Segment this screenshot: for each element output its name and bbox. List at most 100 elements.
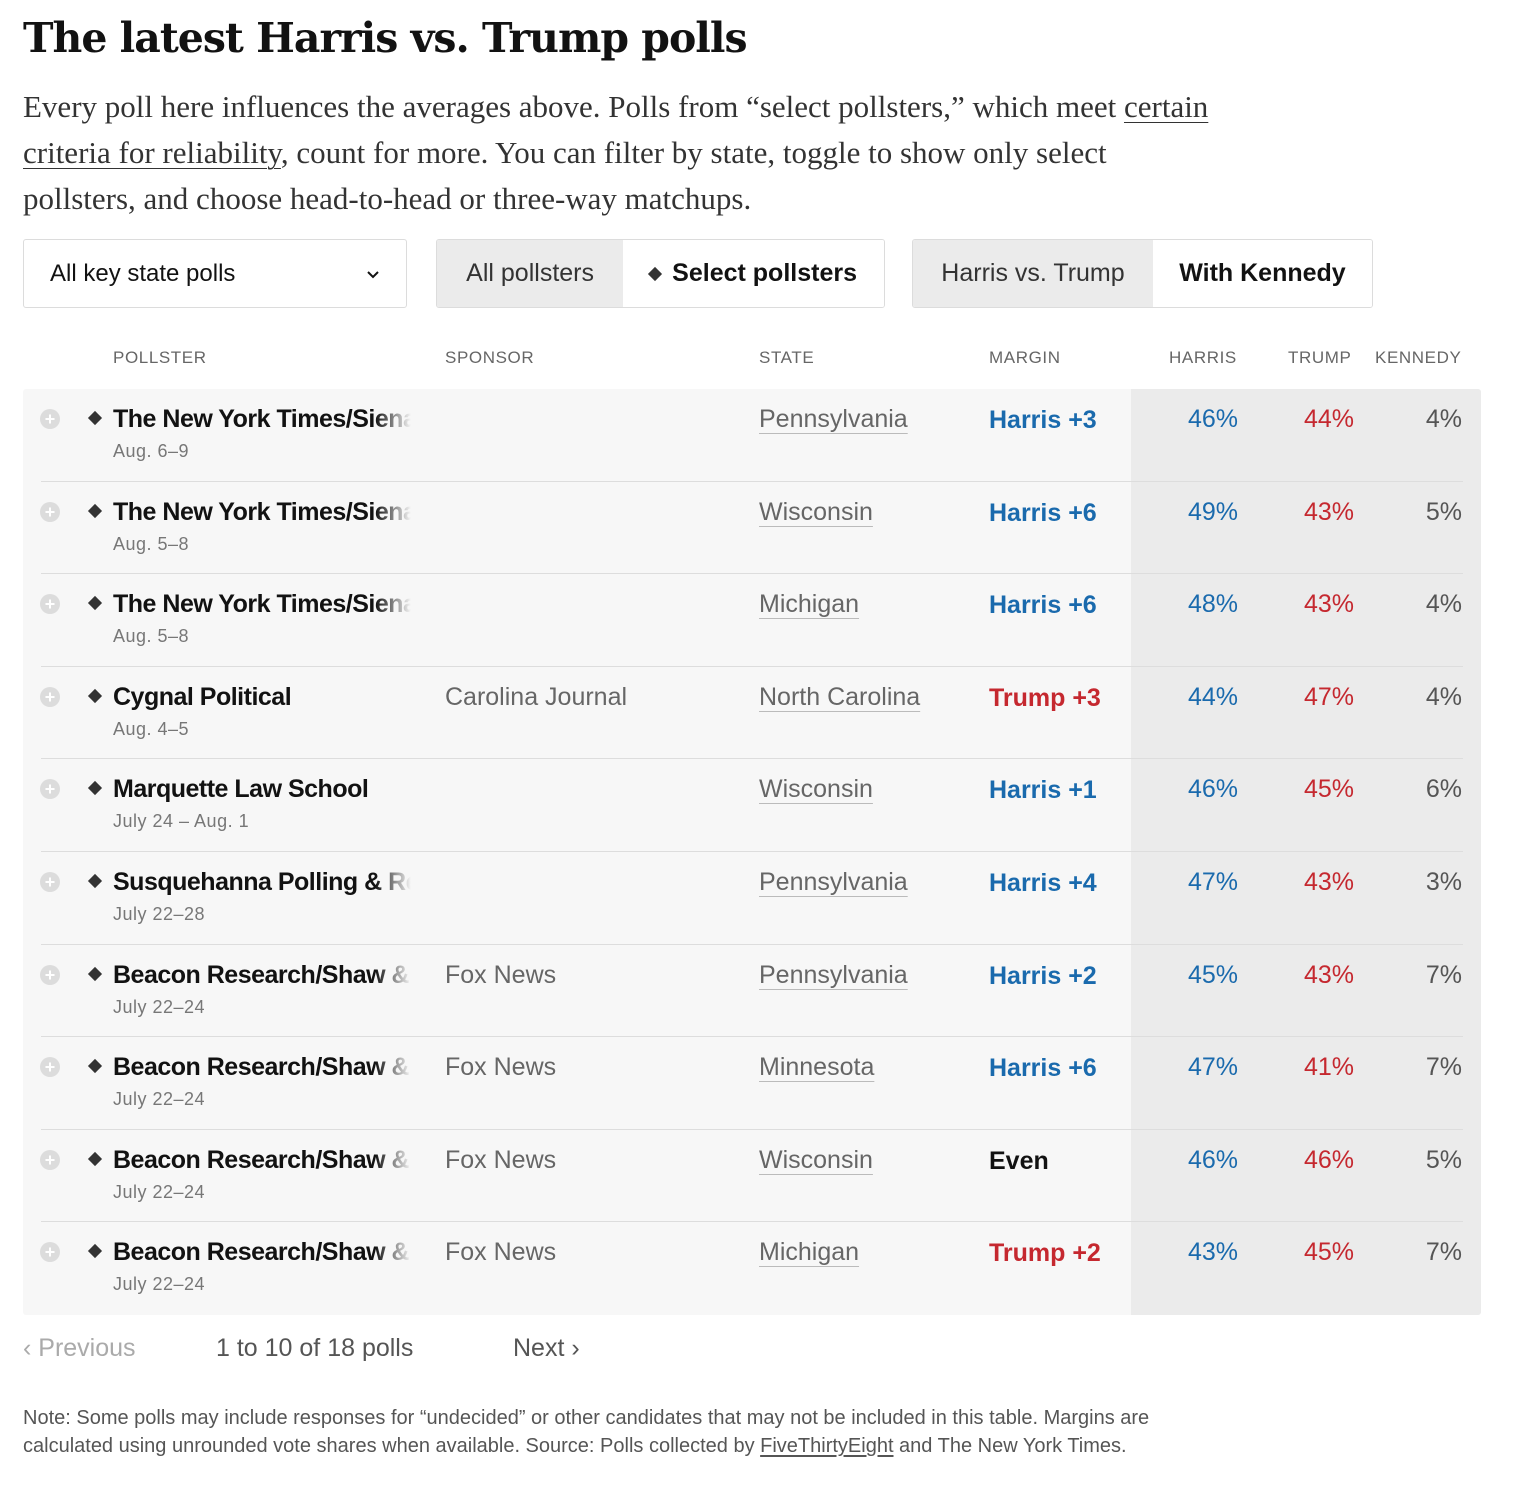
select-pollster-diamond-icon: [87, 503, 103, 518]
header-pollster: POLLSTER: [113, 348, 207, 367]
table-header: POLLSTER SPONSOR STATE MARGIN HARRIS TRU…: [0, 348, 1518, 372]
state-link[interactable]: Pennsylvania: [759, 867, 908, 896]
expand-plus-icon[interactable]: [40, 501, 60, 522]
kennedy-share: 7%: [1425, 1053, 1462, 1082]
pollster-name: The New York Times/Siena College: [113, 405, 411, 433]
table-row: Beacon Research/Shaw & Company July 22–2…: [0, 1222, 1518, 1315]
kennedy-share: 4%: [1425, 590, 1462, 619]
matchup-toggle: Harris vs. Trump With Kennedy: [912, 239, 1373, 308]
trump-share: 43%: [1303, 867, 1354, 896]
state-link[interactable]: Wisconsin: [759, 1145, 873, 1174]
expand-plus-icon[interactable]: [40, 871, 60, 892]
select-pollsters-button[interactable]: Select pollsters: [623, 240, 884, 307]
margin: Harris +4: [989, 868, 1097, 897]
table-row: The New York Times/Siena College Aug. 6–…: [0, 389, 1518, 482]
harris-share: 47%: [1187, 867, 1238, 896]
state-link[interactable]: Wisconsin: [759, 775, 873, 804]
select-pollster-diamond-icon: [87, 873, 103, 889]
state-link[interactable]: Michigan: [759, 1238, 860, 1267]
margin: Harris +6: [989, 498, 1097, 527]
header-margin: MARGIN: [989, 348, 1061, 367]
kennedy-share: 3%: [1425, 867, 1462, 896]
pollster-name: Beacon Research/Shaw & Company: [113, 1238, 411, 1267]
row-divider: [41, 850, 1463, 852]
all-pollsters-button[interactable]: All pollsters: [437, 240, 624, 307]
poll-dates: July 22–24: [113, 1274, 206, 1295]
harris-share: 48%: [1187, 590, 1238, 619]
state-link[interactable]: North Carolina: [759, 682, 921, 711]
state-link[interactable]: Michigan: [759, 590, 860, 619]
sponsor: Fox News: [445, 1238, 557, 1267]
margin: Harris +6: [989, 591, 1097, 620]
pollster-name: Beacon Research/Shaw & Company: [113, 960, 411, 989]
row-divider: [41, 758, 1463, 760]
header-sponsor: SPONSOR: [445, 348, 535, 367]
poll-dates: Aug. 5–8: [113, 533, 190, 554]
poll-table: The New York Times/Siena College Aug. 6–…: [0, 389, 1518, 1315]
state-link[interactable]: Pennsylvania: [759, 960, 908, 989]
trump-share: 45%: [1303, 775, 1354, 804]
expand-plus-icon[interactable]: [40, 779, 60, 800]
poll-dates: July 24 – Aug. 1: [113, 811, 250, 832]
with-kennedy-button[interactable]: With Kennedy: [1152, 240, 1372, 307]
page-title: The latest Harris vs. Trump polls: [23, 14, 748, 62]
expand-plus-icon[interactable]: [40, 1242, 60, 1263]
harris-vs-trump-button[interactable]: Harris vs. Trump: [913, 240, 1153, 307]
margin: Harris +3: [989, 406, 1097, 434]
filter-controls: All key state polls All pollsters Select…: [0, 239, 1518, 310]
header-trump: TRUMP: [1288, 348, 1352, 367]
poll-dates: Aug. 6–9: [113, 441, 190, 461]
trump-share: 43%: [1303, 590, 1354, 619]
table-row: Beacon Research/Shaw & Company July 22–2…: [0, 945, 1518, 1038]
criteria-link[interactable]: certain criteria for reliability: [23, 89, 1209, 170]
table-row: Beacon Research/Shaw & Company July 22–2…: [0, 1130, 1518, 1223]
poll-dates: July 22–24: [113, 1089, 206, 1110]
expand-plus-icon[interactable]: [40, 594, 60, 615]
expand-plus-icon[interactable]: [40, 1057, 60, 1078]
sponsor: Fox News: [445, 960, 557, 989]
footnote-end: and The New York Times.: [893, 1435, 1127, 1457]
harris-share: 46%: [1187, 775, 1238, 804]
margin: Harris +1: [989, 776, 1097, 805]
all-pollsters-label: All pollsters: [466, 259, 594, 287]
select-pollster-diamond-icon: [87, 1151, 103, 1166]
poll-dates: Aug. 4–5: [113, 718, 190, 739]
kennedy-share: 4%: [1425, 682, 1462, 711]
pagination: ‹ Previous 1 to 10 of 18 polls Next ›: [0, 1334, 1518, 1368]
select-pollster-diamond-icon: [87, 1059, 103, 1074]
harris-share: 47%: [1187, 1053, 1238, 1082]
pollster-name: Beacon Research/Shaw & Company: [113, 1145, 411, 1174]
row-divider: [41, 480, 1463, 482]
trump-share: 45%: [1303, 1238, 1354, 1267]
state-link[interactable]: Wisconsin: [759, 497, 873, 526]
table-row: Susquehanna Polling & Research July 22–2…: [0, 852, 1518, 945]
row-divider: [41, 1221, 1463, 1223]
previous-button[interactable]: ‹ Previous: [23, 1334, 136, 1362]
margin: Harris +6: [989, 1054, 1097, 1083]
select-pollster-diamond-icon: [87, 688, 103, 703]
state-filter-value: All key state polls: [50, 259, 236, 287]
select-pollster-diamond-icon: [87, 1244, 103, 1259]
state-link[interactable]: Minnesota: [759, 1053, 875, 1082]
row-divider: [41, 1036, 1463, 1038]
poll-dates: Aug. 5–8: [113, 626, 190, 647]
table-row: Beacon Research/Shaw & Company July 22–2…: [0, 1037, 1518, 1130]
table-row: The New York Times/Siena College Aug. 5–…: [0, 482, 1518, 575]
header-kennedy: KENNEDY: [1375, 348, 1462, 367]
next-button[interactable]: Next ›: [513, 1334, 580, 1362]
expand-plus-icon[interactable]: [40, 409, 60, 429]
state-filter-dropdown[interactable]: All key state polls: [23, 239, 407, 308]
fivethirtyeight-link[interactable]: FiveThirtyEight: [760, 1435, 894, 1457]
table-row: Cygnal Political Aug. 4–5 Carolina Journ…: [0, 667, 1518, 760]
trump-share: 43%: [1303, 497, 1354, 526]
expand-plus-icon[interactable]: [40, 686, 60, 707]
chevron-down-icon: [367, 270, 379, 278]
row-divider: [41, 665, 1463, 667]
margin: Trump +2: [989, 1239, 1101, 1268]
expand-plus-icon[interactable]: [40, 1149, 60, 1170]
table-row: Marquette Law School July 24 – Aug. 1 Wi…: [0, 759, 1518, 852]
intro-text-start: Every poll here influences the averages …: [23, 89, 1124, 124]
state-link[interactable]: Pennsylvania: [759, 405, 908, 433]
expand-plus-icon[interactable]: [40, 964, 60, 985]
poll-dates: July 22–24: [113, 1181, 206, 1202]
